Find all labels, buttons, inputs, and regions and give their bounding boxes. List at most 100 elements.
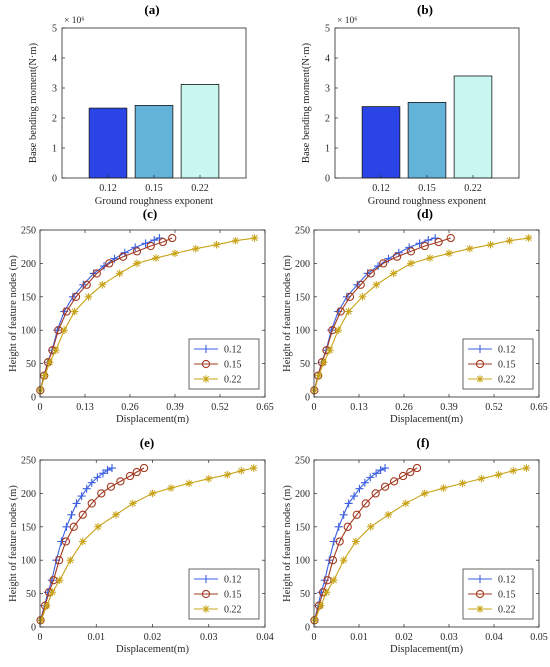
x-axis-label: Displacement(m) [390,644,463,655]
data-point [420,241,429,251]
y-tick-label: 50 [26,589,36,600]
legend-marker [202,345,210,353]
y-tick-label: 3 [52,84,57,95]
y-tick-label: 150 [21,292,36,303]
y-tick-label: 200 [295,489,310,500]
data-point [139,463,149,473]
axes-box [334,27,520,179]
data-point [344,499,353,508]
y-axis-label: Height of feature nodes (m) [282,485,293,602]
panel-title: (a) [144,2,159,17]
data-point [366,269,375,278]
x-tick-label: 0.05 [530,632,548,643]
legend-marker [202,375,210,383]
data-point [250,234,259,242]
data-point [212,240,221,249]
data-point [249,464,258,472]
y-tick-label: 50 [300,589,310,600]
data-point [118,252,128,261]
data-point [334,326,343,334]
legend-marker [201,589,211,599]
series-line [313,467,418,621]
data-point [185,479,193,488]
x-tick-label: 0.04 [256,632,274,643]
data-point [334,522,343,531]
data-point [132,467,141,477]
y-tick-label: 150 [295,522,310,533]
data-point [150,236,159,245]
x-tick-label: 0.01 [88,632,106,643]
x-tick-label: 0.01 [350,632,368,643]
data-point [384,510,393,519]
data-point [116,477,125,486]
legend-marker [476,575,484,583]
x-tick-label: 0.02 [144,632,162,643]
data-point [98,280,107,289]
legend-label: 0.15 [498,590,516,601]
data-point [66,556,75,564]
legend-label: 0.22 [224,605,242,616]
x-tick-label: 0.39 [166,402,184,413]
data-point [70,307,79,316]
data-point [311,616,319,625]
y-tick-label: 250 [295,456,310,467]
panel-title: (f) [417,435,430,450]
y-tick-label: 0 [52,174,57,185]
x-tick-label: 0.52 [485,402,503,413]
data-point [72,499,81,508]
data-point [42,601,51,610]
data-point [133,259,141,268]
data-point [339,556,348,564]
data-point [412,463,422,473]
data-point [446,233,455,243]
y-tick-label: 1 [52,144,57,155]
data-point [54,556,64,565]
data-point [420,489,429,498]
panel-f: (f) 0 0.01 0.02 0.03 0.04 0.05 0 50 100 150 200 250 D… [282,435,548,655]
data-point [112,510,120,519]
y-tick-label: 50 [300,359,310,370]
data-point [315,371,323,380]
data-point [106,482,116,491]
data-point [343,522,352,531]
data-point [494,470,503,479]
x-tick-label: 0.39 [440,402,458,413]
x-tick-label: 0.52 [211,402,229,413]
data-point [103,466,112,475]
y-exponent: × 10⁶ [337,16,358,26]
x-tick-label: 0.65 [530,402,548,413]
x-tick-label: 0.13 [76,402,94,413]
data-point [82,484,91,493]
data-point [319,358,328,367]
y-tick-label: 0 [31,623,36,634]
data-point [465,244,474,253]
x-tick-label: 0.26 [395,402,413,413]
y-tick-label: 100 [21,556,36,567]
data-point [60,326,69,334]
series-0.15 [310,233,455,395]
data-point [52,346,60,355]
data-point [99,469,107,478]
data-point [380,482,390,491]
data-point [61,537,71,546]
y-tick-label: 2 [325,114,330,125]
x-tick-label: 0.12 [372,183,390,194]
axes-box [39,229,266,398]
data-point [477,474,486,483]
data-point [223,470,232,479]
data-point [335,537,344,546]
data-point [524,234,533,242]
y-tick-label: 4 [325,54,330,65]
data-point [379,259,388,268]
axes-box [313,229,540,398]
panel-title: (d) [417,206,433,221]
legend-marker [475,359,485,369]
data-point [389,477,399,486]
x-tick-label: 0 [312,632,317,643]
data-point [55,576,64,585]
x-axis-label: Ground roughness exponent [368,196,486,207]
data-point [424,236,433,245]
y-tick-label: 5 [325,24,330,35]
data-point [356,280,365,289]
data-point [148,489,157,498]
